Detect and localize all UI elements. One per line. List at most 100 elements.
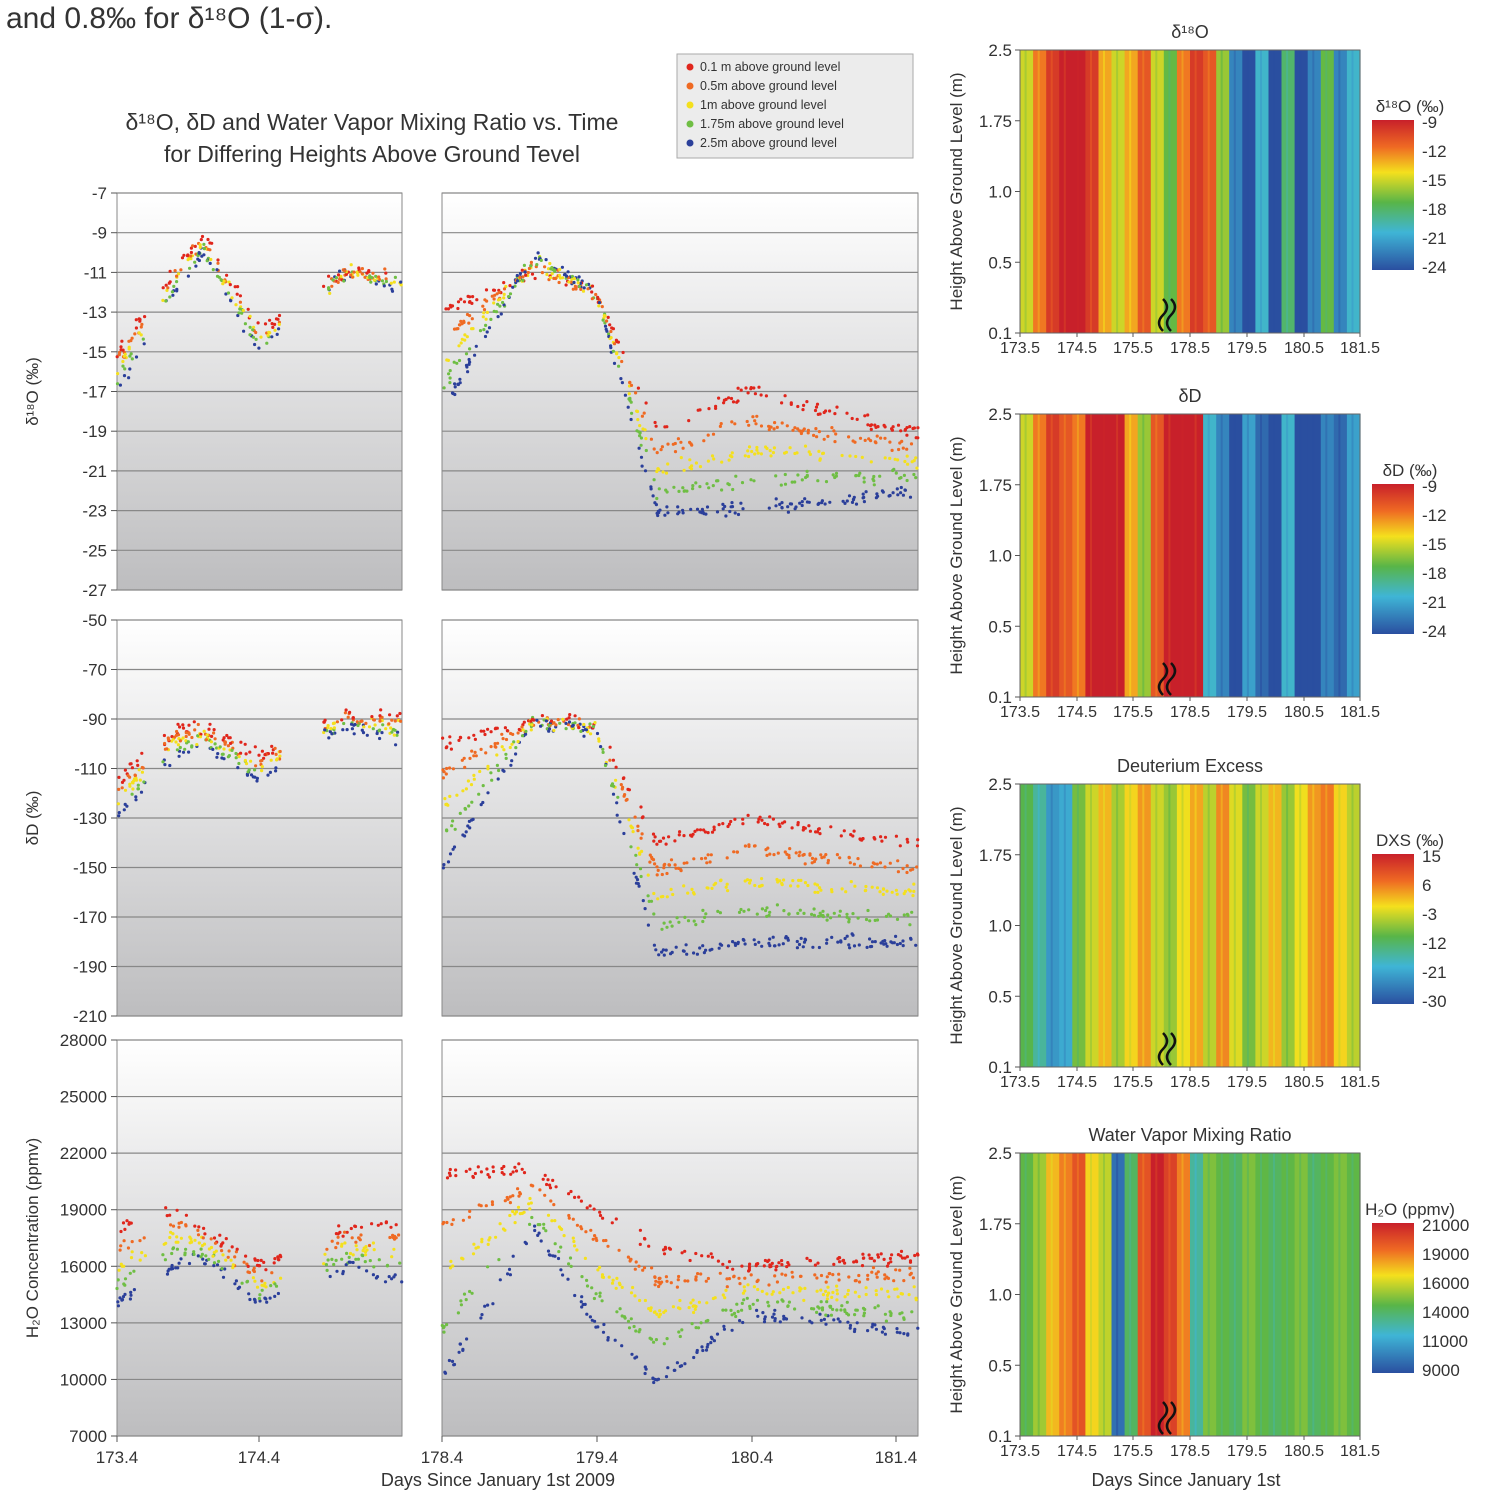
heatmap-cell bbox=[1320, 50, 1335, 333]
scatter-point bbox=[760, 944, 764, 948]
y-tick-label: -150 bbox=[73, 859, 107, 878]
scatter-point bbox=[908, 923, 912, 927]
scatter-point bbox=[912, 889, 916, 894]
scatter-point bbox=[695, 1350, 699, 1354]
scatter-point bbox=[209, 1237, 213, 1241]
heatmap-cell bbox=[1268, 50, 1283, 333]
scatter-point bbox=[365, 733, 369, 737]
scatter-point bbox=[566, 722, 571, 727]
scatter-point bbox=[489, 745, 493, 749]
scatter-point bbox=[448, 376, 452, 380]
scatter-point bbox=[870, 1256, 874, 1260]
scatter-point bbox=[832, 1318, 836, 1322]
heatmap-cell bbox=[1046, 1153, 1060, 1436]
scatter-point bbox=[442, 386, 446, 390]
scatter-point bbox=[254, 337, 258, 341]
scatter-point bbox=[582, 286, 586, 290]
scatter-point bbox=[674, 866, 678, 870]
scatter-point bbox=[388, 713, 392, 717]
scatter-point bbox=[374, 274, 378, 278]
scatter-point bbox=[763, 1258, 768, 1263]
scatter-point bbox=[275, 757, 279, 761]
scatter-point bbox=[513, 1212, 517, 1216]
scatter-point bbox=[330, 732, 334, 736]
scatter-point bbox=[838, 909, 842, 913]
scatter-point bbox=[199, 238, 203, 242]
scatter-point bbox=[580, 1275, 584, 1279]
y-tick-label: -19 bbox=[82, 422, 107, 441]
scatter-point bbox=[575, 1248, 579, 1252]
scatter-point bbox=[589, 732, 593, 736]
scatter-point bbox=[133, 332, 137, 336]
scatter-point bbox=[361, 731, 366, 735]
scatter-point bbox=[789, 402, 793, 406]
scatter-point bbox=[896, 423, 901, 427]
scatter-point bbox=[621, 350, 625, 355]
heatmap-cell bbox=[1033, 50, 1047, 333]
scatter-point bbox=[916, 1326, 920, 1330]
scatter-point bbox=[627, 392, 631, 396]
scatter-point bbox=[230, 1245, 234, 1249]
scatter-point bbox=[508, 1201, 512, 1205]
scatter-point bbox=[553, 1242, 557, 1246]
scatter-point bbox=[119, 345, 123, 349]
scatter-point bbox=[118, 383, 122, 387]
scatter-point bbox=[453, 382, 457, 386]
legend-label: 1m above ground level bbox=[700, 98, 826, 112]
heatmap-cell bbox=[1059, 784, 1073, 1067]
scatter-point bbox=[567, 280, 571, 284]
scatter-point bbox=[644, 401, 648, 405]
scatter-point bbox=[890, 890, 894, 894]
scatter-point bbox=[756, 1278, 760, 1282]
scatter-point bbox=[636, 418, 640, 422]
colorbar-tick-label: -30 bbox=[1422, 992, 1447, 1011]
scatter-point bbox=[663, 425, 667, 429]
scatter-point bbox=[655, 873, 659, 877]
scatter-point bbox=[117, 811, 121, 815]
scatter-point bbox=[143, 315, 147, 319]
scatter-point bbox=[853, 1313, 857, 1317]
scatter-point bbox=[505, 1195, 509, 1200]
scatter-point bbox=[471, 817, 475, 822]
scatter-point bbox=[793, 480, 797, 484]
scatter-point bbox=[528, 1207, 532, 1211]
scatter-point bbox=[240, 1281, 244, 1285]
scatter-point bbox=[500, 732, 504, 736]
scatter-point bbox=[870, 865, 874, 869]
scatter-point bbox=[192, 1252, 196, 1256]
scatter-point bbox=[211, 1254, 215, 1258]
scatter-point bbox=[344, 1263, 348, 1267]
scatter-point bbox=[720, 460, 724, 464]
scatter-point bbox=[459, 319, 463, 323]
scatter-point bbox=[677, 920, 681, 924]
scatter-point bbox=[444, 772, 448, 776]
scatter-point bbox=[870, 885, 874, 889]
scatter-point bbox=[220, 752, 224, 756]
scatter-point bbox=[624, 798, 628, 802]
scatter-point bbox=[351, 1260, 355, 1265]
scatter-point bbox=[905, 864, 909, 868]
scatter-point bbox=[598, 1265, 602, 1269]
scatter-point bbox=[746, 391, 750, 395]
scatter-point bbox=[395, 733, 399, 737]
scatter-point bbox=[485, 310, 489, 314]
scatter-point bbox=[911, 1276, 916, 1280]
scatter-point bbox=[660, 445, 665, 449]
scatter-point bbox=[233, 1255, 237, 1259]
scatter-point bbox=[529, 260, 534, 264]
scatter-point bbox=[829, 1304, 833, 1308]
scatter-point bbox=[538, 1188, 542, 1192]
heatmap-cell bbox=[1281, 1153, 1296, 1436]
scatter-point bbox=[825, 1275, 829, 1279]
scatter-point bbox=[726, 482, 730, 486]
scatter-point bbox=[695, 828, 700, 832]
scatter-point bbox=[790, 480, 794, 484]
scatter-point bbox=[655, 469, 659, 474]
scatter-point bbox=[190, 745, 194, 749]
y-tick-label: 0.5 bbox=[988, 987, 1012, 1006]
scatter-point bbox=[621, 776, 626, 781]
scatter-point bbox=[218, 1233, 222, 1237]
scatter-point bbox=[565, 717, 569, 721]
scatter-point bbox=[251, 328, 255, 332]
y-tick-label: -23 bbox=[82, 502, 107, 521]
